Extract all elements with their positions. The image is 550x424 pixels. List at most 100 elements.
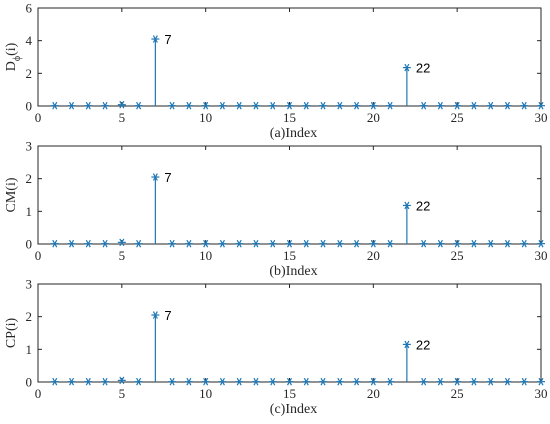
y-tick-label: 2 bbox=[26, 66, 33, 81]
data-point-marker bbox=[50, 239, 59, 248]
data-point-marker bbox=[285, 101, 294, 110]
x-tick-label: 5 bbox=[119, 248, 126, 263]
y-tick-label: 2 bbox=[26, 309, 33, 324]
x-tick-label: 15 bbox=[283, 386, 296, 401]
data-point-marker bbox=[50, 101, 59, 110]
y-tick-label: 4 bbox=[26, 33, 33, 48]
y-tick-label: 1 bbox=[26, 342, 33, 357]
data-point-marker bbox=[168, 101, 177, 110]
data-point-marker bbox=[486, 377, 495, 386]
data-point-marker bbox=[453, 377, 462, 386]
data-point-marker bbox=[319, 377, 328, 386]
x-tick-label: 5 bbox=[119, 386, 126, 401]
y-tick-label: 0 bbox=[26, 237, 33, 252]
data-point-marker bbox=[184, 101, 193, 110]
data-point-marker bbox=[436, 101, 445, 110]
data-point-marker bbox=[134, 377, 143, 386]
x-tick-label: 0 bbox=[35, 248, 42, 263]
y-axis-label: CM(i) bbox=[4, 177, 19, 212]
y-tick-label: 3 bbox=[26, 139, 33, 154]
data-point-marker bbox=[134, 239, 143, 248]
peak-annotation: 7 bbox=[164, 170, 171, 185]
data-point-marker bbox=[218, 239, 227, 248]
peak-annotation: 7 bbox=[164, 308, 171, 323]
data-point-marker bbox=[285, 239, 294, 248]
data-point-marker bbox=[419, 101, 428, 110]
data-point-marker bbox=[151, 35, 160, 43]
x-axis-label: (b)Index bbox=[269, 264, 317, 279]
data-point-marker bbox=[369, 101, 378, 110]
x-tick-label: 20 bbox=[367, 386, 380, 401]
y-tick-label: 0 bbox=[26, 375, 33, 390]
x-tick-label: 30 bbox=[535, 386, 548, 401]
data-point-marker bbox=[117, 100, 126, 109]
data-point-marker bbox=[520, 101, 529, 110]
subplot-3: 0 5 10 15 20 25 30 0 1 2 3 (c)Index CP(i) 7 22 bbox=[4, 277, 548, 418]
data-point-marker bbox=[419, 377, 428, 386]
data-point-marker bbox=[235, 101, 244, 110]
data-point-marker bbox=[101, 101, 110, 110]
data-point-marker bbox=[335, 377, 344, 386]
data-point-marker bbox=[419, 239, 428, 248]
data-point-marker bbox=[251, 101, 260, 110]
x-tick-label: 20 bbox=[367, 110, 380, 125]
data-point-marker bbox=[151, 311, 160, 319]
data-point-marker bbox=[335, 101, 344, 110]
x-axis-label: (c)Index bbox=[270, 402, 317, 417]
x-tick-label: 25 bbox=[451, 110, 464, 125]
y-tick-label: 6 bbox=[26, 1, 33, 16]
x-tick-label: 30 bbox=[535, 110, 548, 125]
data-point-marker bbox=[67, 239, 76, 248]
peak-annotation: 7 bbox=[164, 32, 171, 47]
data-point-marker bbox=[402, 201, 411, 210]
x-tick-label: 15 bbox=[283, 110, 296, 125]
data-point-marker bbox=[268, 101, 277, 110]
data-point-marker bbox=[453, 239, 462, 248]
data-point-marker bbox=[134, 101, 143, 110]
peak-annotation: 22 bbox=[416, 61, 430, 76]
axes-box bbox=[37, 7, 542, 107]
data-point-marker bbox=[50, 377, 59, 386]
data-point-marker bbox=[251, 239, 260, 248]
data-point-marker bbox=[184, 377, 193, 386]
x-tick-label: 10 bbox=[199, 110, 212, 125]
x-tick-label: 10 bbox=[199, 386, 212, 401]
data-point-marker bbox=[386, 239, 395, 248]
data-point-marker bbox=[436, 377, 445, 386]
subplot-1: 0 5 10 15 20 25 30 0 2 4 6 (a)Index Dϕ(i) 7 22 bbox=[4, 1, 548, 142]
data-point-marker bbox=[285, 377, 294, 386]
data-point-marker bbox=[201, 239, 210, 248]
data-point-marker bbox=[503, 239, 512, 248]
data-point-marker bbox=[168, 377, 177, 386]
data-point-marker bbox=[453, 101, 462, 110]
data-point-marker bbox=[184, 239, 193, 248]
data-point-marker bbox=[537, 239, 545, 248]
data-point-marker bbox=[218, 101, 227, 110]
data-point-marker bbox=[520, 239, 529, 248]
y-axis-label: CP(i) bbox=[4, 317, 19, 348]
x-tick-label: 5 bbox=[119, 110, 126, 125]
data-point-marker bbox=[369, 239, 378, 248]
data-point-marker bbox=[235, 377, 244, 386]
data-point-marker bbox=[486, 101, 495, 110]
data-point-marker bbox=[168, 239, 177, 248]
x-tick-label: 25 bbox=[451, 386, 464, 401]
y-tick-label: 3 bbox=[26, 277, 33, 292]
axes-box bbox=[37, 283, 542, 383]
peak-annotation: 22 bbox=[416, 198, 430, 213]
data-point-marker bbox=[352, 377, 361, 386]
data-point-marker bbox=[503, 377, 512, 386]
data-point-marker bbox=[117, 376, 126, 385]
data-point-marker bbox=[302, 239, 311, 248]
y-tick-label: 0 bbox=[26, 99, 33, 114]
data-point-marker bbox=[302, 377, 311, 386]
peak-annotation: 22 bbox=[416, 337, 430, 352]
data-point-marker bbox=[520, 377, 529, 386]
data-point-marker bbox=[251, 377, 260, 386]
data-point-marker bbox=[268, 239, 277, 248]
data-point-marker bbox=[486, 239, 495, 248]
x-tick-label: 30 bbox=[535, 248, 548, 263]
data-point-marker bbox=[268, 377, 277, 386]
data-point-marker bbox=[402, 63, 411, 72]
